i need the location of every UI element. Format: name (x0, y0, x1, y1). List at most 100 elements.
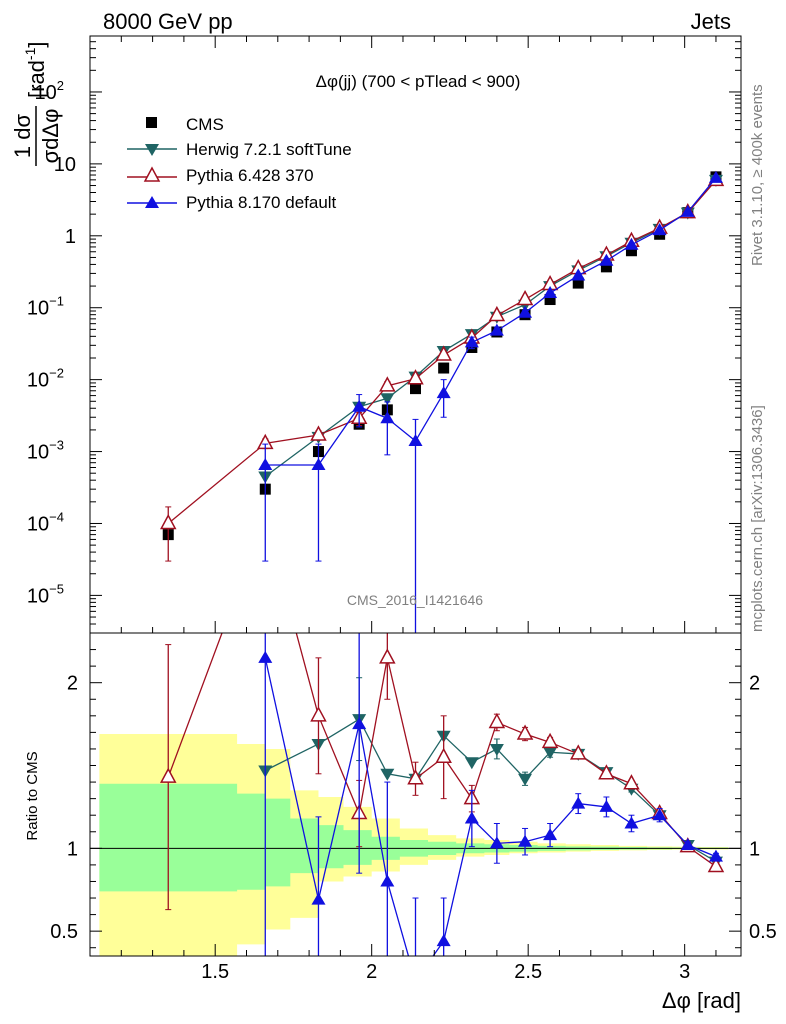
main-point-cms (625, 245, 637, 257)
main-ytick-label: 10 (54, 154, 76, 176)
main-point-pythia8 (624, 237, 639, 250)
ratio-line-herwig (264, 718, 717, 863)
main-point-pythia6 (435, 345, 452, 361)
main-point-cms (572, 277, 584, 289)
x-tick-label: 1.5 (201, 961, 229, 983)
legend-label-cms: CMS (186, 115, 224, 134)
main-point-pythia8 (380, 411, 395, 424)
main-point-pythia8 (258, 458, 273, 471)
legend-marker-cms (146, 117, 157, 128)
ratio-point-herwig (464, 757, 479, 770)
main-ytick-label: 10−5 (27, 581, 64, 607)
main-point-pythia8 (708, 170, 723, 183)
side-label-rivet: Rivet 3.1.10, ≥ 400k events (749, 84, 766, 266)
main-point-pythia6 (516, 289, 534, 306)
ratio-ytick-label: 2 (67, 673, 78, 695)
main-marks (159, 170, 725, 633)
main-ytick-label: 10−1 (27, 294, 64, 320)
ratio-point-pythia8 (599, 799, 614, 812)
ratio-ylabel: Ratio to CMS (24, 751, 41, 840)
main-ytick-label: 102 (35, 78, 64, 104)
legend-marker-herwig (145, 144, 159, 156)
ratio-point-pythia6 (407, 769, 424, 785)
main-point-pythia8 (680, 204, 695, 217)
main-point-cms (600, 261, 612, 273)
main-point-cms (410, 383, 421, 395)
ratio-point-pythia6 (598, 764, 615, 780)
watermark: CMS_2016_I1421646 (347, 592, 483, 608)
main-line-herwig (264, 179, 717, 478)
main-point-pythia6 (488, 305, 506, 322)
main-point-pythia8 (652, 223, 667, 236)
header-left: 8000 GeV pp (103, 9, 233, 34)
main-panel: 10−5 10−4 10−3 10−2 10−1 1 10 102 Δφ(jj) (700 <… (10, 35, 742, 634)
main-point-pythia6 (310, 425, 327, 441)
ratio-bands (99, 734, 729, 956)
ratio-point-herwig (543, 747, 558, 760)
ratio-point-pythia8 (464, 811, 479, 824)
main-axes: 10−5 10−4 10−3 10−2 10−1 1 10 102 (27, 35, 741, 634)
ratio-point-pythia6 (516, 724, 534, 740)
main-point-pythia8 (352, 399, 367, 412)
main-point-pythia8 (408, 434, 423, 447)
ratio-ytick-label-right: 2 (749, 673, 760, 695)
ratio-point-herwig (489, 743, 504, 756)
header-right: Jets (691, 9, 731, 34)
main-ytick-label: 10−3 (27, 438, 64, 464)
ratio-point-pythia8 (518, 834, 533, 847)
main-point-pythia8 (311, 458, 326, 471)
legend-marker-pythia6 (143, 166, 161, 182)
ratio-ytick-label: 0.5 (50, 921, 78, 943)
main-ylabel: 1 dσ σdΔφ [rad-1] (10, 42, 63, 166)
main-point-pythia8 (518, 305, 533, 318)
ylabel-numerator: 1 dσ (10, 114, 35, 159)
ratio-ytick-label: 1 (67, 838, 78, 860)
side-label-mcplots: mcplots.cern.ch [arXiv:1306.3436] (749, 405, 766, 632)
main-point-cms (544, 294, 556, 306)
main-point-pythia8 (543, 286, 558, 299)
x-tick-label: 3 (679, 961, 690, 983)
ratio-point-pythia6 (541, 732, 559, 749)
main-point-pythia8 (464, 335, 479, 348)
ratio-point-pythia6 (310, 706, 327, 722)
x-tick-label: 2.5 (514, 961, 542, 983)
ratio-marks (159, 633, 725, 956)
legend-label-herwig: Herwig 7.2.1 softTune (186, 140, 352, 159)
main-point-pythia6 (407, 369, 424, 385)
main-ytick-label: 1 (65, 226, 76, 248)
x-axis-label: Δφ [rad] (662, 988, 741, 1013)
ratio-point-pythia6 (488, 712, 506, 729)
ratio-point-pythia6 (707, 856, 725, 873)
ratio-point-pythia8 (311, 892, 326, 905)
main-line-pythia8 (265, 177, 717, 466)
ratio-point-pythia6 (159, 767, 177, 783)
ylabel-denominator: σdΔφ (38, 109, 63, 164)
main-point-herwig (380, 393, 395, 406)
ratio-point-pythia6 (569, 744, 587, 760)
ylabel-unit: [rad-1] (22, 42, 49, 99)
x-tick-label: 2 (366, 961, 377, 983)
ratio-line-pythia8 (264, 657, 717, 956)
main-point-cms (438, 362, 450, 374)
main-point-pythia6 (379, 376, 396, 392)
ratio-axes: 1.5 2 2.5 3 0.5 0.5 1 1 2 2 (50, 649, 777, 983)
ratio-frame (89, 632, 742, 957)
legend-marker-pythia8 (145, 196, 159, 208)
ratio-point-pythia8 (380, 874, 395, 887)
main-point-pythia8 (599, 253, 614, 266)
ratio-point-pythia6 (435, 747, 452, 763)
legend: CMS Herwig 7.2.1 softTune Pythia 6.428 3… (127, 115, 352, 212)
ratio-point-pythia8 (708, 849, 723, 862)
ratio-point-pythia8 (436, 934, 451, 947)
main-point-pythia8 (436, 386, 451, 399)
ratio-panel: 1.5 2 2.5 3 0.5 0.5 1 1 2 2 Ratio to CMS Δφ [rad] (24, 632, 777, 1013)
ratio-point-herwig (518, 773, 533, 786)
ratio-point-pythia6 (379, 648, 396, 664)
ratio-point-pythia8 (543, 828, 558, 841)
ratio-point-pythia8 (624, 816, 639, 829)
ratio-ytick-label-right: 0.5 (749, 921, 777, 943)
ratio-point-pythia8 (489, 836, 504, 849)
legend-label-pythia6: Pythia 6.428 370 (186, 166, 314, 185)
ratio-point-pythia8 (680, 838, 695, 851)
